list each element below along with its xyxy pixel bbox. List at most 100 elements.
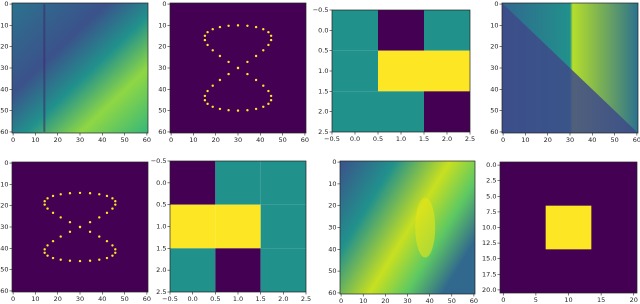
x-tick-label: 2.5 bbox=[465, 135, 475, 143]
x-tick-label: 50 bbox=[610, 136, 618, 144]
y-tick-label: 0 bbox=[332, 158, 336, 166]
dot bbox=[267, 30, 270, 34]
y-tick-label: 50 bbox=[0, 266, 8, 274]
y-tick-label: 0 bbox=[162, 0, 166, 8]
y-tick-label: 10 bbox=[0, 180, 8, 188]
heatmap-square bbox=[545, 205, 592, 250]
y-tick-label: 30 bbox=[328, 224, 336, 232]
x-tick-label: 20 bbox=[54, 295, 62, 303]
dot bbox=[68, 192, 72, 195]
dot bbox=[218, 25, 222, 29]
cell bbox=[215, 161, 261, 205]
y-tick-label: 2.5 bbox=[486, 177, 496, 185]
dot bbox=[105, 194, 109, 198]
x-tick-label: 1.5 bbox=[419, 135, 429, 143]
x-tick-label: 10 bbox=[31, 295, 39, 303]
heatmap-triangle bbox=[502, 3, 638, 133]
cell bbox=[215, 204, 261, 249]
x-tick-label: 2.0 bbox=[442, 135, 452, 143]
dot bbox=[51, 256, 55, 260]
y-tick-label: 20 bbox=[490, 43, 498, 51]
dot bbox=[78, 191, 82, 195]
y-tick-label: 0.5 bbox=[318, 47, 328, 55]
x-tick-label: 10 bbox=[359, 297, 367, 304]
dot bbox=[46, 254, 49, 257]
y-tick-label: 60 bbox=[158, 128, 166, 136]
x-tick-label: 30 bbox=[234, 136, 242, 144]
dot bbox=[105, 211, 109, 215]
x-tick-label: 15 bbox=[597, 296, 605, 304]
y-tick-label: 40 bbox=[0, 85, 8, 93]
dot bbox=[114, 200, 117, 203]
x-tick-label: 30 bbox=[76, 136, 84, 144]
dot bbox=[105, 239, 109, 243]
dot bbox=[43, 200, 46, 203]
y-tick-label: 2.5 bbox=[318, 128, 328, 136]
x-tick-label: 20 bbox=[54, 136, 62, 144]
x-tick-label: −0.5 bbox=[162, 295, 178, 303]
dot bbox=[46, 207, 49, 210]
y-tick-label: 40 bbox=[490, 85, 498, 93]
x-tick-label: 1.5 bbox=[255, 295, 265, 303]
dot bbox=[98, 193, 101, 196]
y-tick-label: 40 bbox=[158, 85, 166, 93]
cell bbox=[332, 10, 378, 51]
y-tick-label: 10.0 bbox=[482, 224, 496, 232]
dot bbox=[246, 72, 249, 76]
x-tick-label: 60 bbox=[143, 136, 151, 144]
dot bbox=[254, 107, 258, 111]
y-tick-label: 0 bbox=[494, 0, 498, 8]
dot bbox=[51, 239, 55, 243]
cell bbox=[170, 161, 216, 205]
dot bbox=[114, 251, 117, 254]
x-tick-label: 5 bbox=[534, 296, 538, 304]
x-tick-label: 30 bbox=[403, 297, 411, 304]
x-tick-label: 20 bbox=[544, 136, 552, 144]
heatmap bbox=[340, 161, 475, 294]
cell bbox=[215, 248, 261, 292]
panel: 0 5 10 15 20 0.0 2.5 5.0 7.5 10.0 12.5 15.0 17.5 20.0 bbox=[482, 161, 638, 304]
y-tick-label: 20 bbox=[0, 43, 8, 51]
y-tick-label: 1.5 bbox=[318, 87, 328, 95]
dot bbox=[227, 24, 230, 28]
y-tick-label: 15.0 bbox=[482, 255, 496, 263]
y-tick-label: 60 bbox=[328, 289, 336, 297]
y-tick-label: 12.5 bbox=[482, 239, 496, 247]
dot bbox=[43, 248, 46, 251]
x-tick-label: 20 bbox=[381, 297, 389, 304]
y-tick-label: 1.0 bbox=[318, 67, 328, 75]
panel: −0.5 0.0 0.5 1.0 1.5 2.0 2.5−0.50.00.51.01.52.… bbox=[313, 6, 475, 143]
y-tick-label: 50 bbox=[328, 267, 336, 275]
y-tick-label: 10 bbox=[328, 180, 336, 188]
y-tick-label: 30 bbox=[490, 64, 498, 72]
heatmap-blob bbox=[415, 197, 436, 258]
panel: −0.5 0.0 0.5 1.0 1.5 2.0 2.5−0.50.00.51.01.52.… bbox=[151, 157, 311, 303]
x-tick-label: 30 bbox=[566, 136, 574, 144]
cell bbox=[170, 204, 216, 249]
dot bbox=[59, 216, 62, 219]
x-tick-label: 0 bbox=[11, 136, 15, 144]
dot bbox=[246, 24, 249, 28]
y-tick-label: 1.5 bbox=[156, 244, 166, 252]
dot bbox=[269, 94, 273, 98]
y-tick-label: 10 bbox=[490, 21, 498, 29]
x-tick-label: 0 bbox=[501, 296, 505, 304]
x-tick-label: 40 bbox=[588, 136, 596, 144]
dot bbox=[68, 220, 72, 224]
y-tick-label: 2.5 bbox=[156, 288, 166, 296]
dot bbox=[203, 34, 207, 37]
x-tick-label: 0 bbox=[339, 297, 343, 304]
dot bbox=[51, 211, 55, 215]
dot bbox=[46, 197, 49, 200]
x-tick-label: 60 bbox=[301, 136, 309, 144]
dot bbox=[114, 203, 117, 206]
dot bbox=[203, 94, 207, 98]
y-tick-label: 0 bbox=[4, 0, 8, 8]
dot bbox=[59, 235, 62, 238]
cell bbox=[424, 50, 470, 92]
y-tick-label: 50 bbox=[158, 107, 166, 115]
dot bbox=[98, 258, 101, 261]
x-tick-label: 40 bbox=[98, 136, 106, 144]
